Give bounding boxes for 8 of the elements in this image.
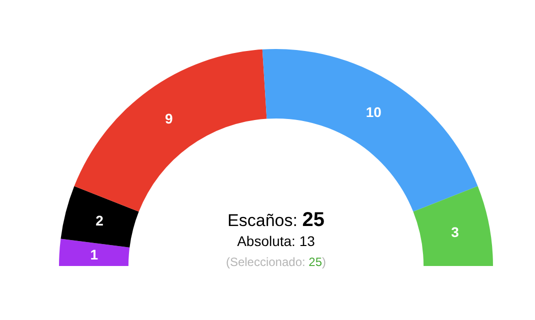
data-label: 1 — [90, 246, 98, 262]
data-label: 2 — [96, 212, 104, 229]
text: Escaños: 25 — [228, 209, 324, 231]
data-label: 9 — [164, 110, 173, 126]
data-label: 3 — [451, 224, 460, 240]
text: (Seleccionado: 25) — [226, 255, 326, 269]
data-label: 10 — [366, 104, 382, 120]
text: Absoluta: 13 — [237, 233, 316, 249]
